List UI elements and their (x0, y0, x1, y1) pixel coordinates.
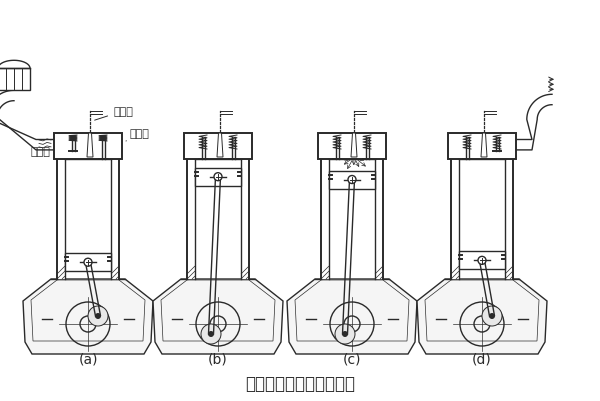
Bar (448, 134, 516, 160)
Polygon shape (481, 134, 487, 158)
Text: 喷油嘴: 喷油嘴 (95, 107, 133, 121)
Bar (184, 134, 252, 160)
Circle shape (95, 313, 101, 319)
Polygon shape (417, 279, 547, 354)
Circle shape (88, 306, 108, 326)
Polygon shape (351, 134, 357, 158)
Polygon shape (23, 279, 153, 354)
Circle shape (478, 257, 486, 265)
Bar (195, 168, 241, 186)
Bar (375, 160, 383, 279)
Circle shape (342, 331, 348, 337)
Bar (54, 134, 122, 160)
Text: (d): (d) (472, 352, 492, 366)
Circle shape (208, 331, 214, 337)
Polygon shape (153, 279, 283, 354)
Circle shape (348, 176, 356, 184)
Circle shape (84, 259, 92, 267)
Text: (a): (a) (78, 352, 98, 366)
Circle shape (335, 324, 355, 344)
Bar (54, 134, 122, 160)
Bar (0, 69, 30, 91)
Circle shape (489, 313, 495, 319)
Text: 进气门: 进气门 (30, 147, 70, 157)
Bar (451, 160, 459, 279)
Text: 四冲程柴油机的工作过程: 四冲程柴油机的工作过程 (245, 374, 355, 392)
Bar (505, 160, 513, 279)
Bar (318, 134, 386, 160)
Bar (241, 160, 249, 279)
Bar (57, 160, 65, 279)
Circle shape (201, 324, 221, 344)
Bar (459, 252, 505, 270)
Bar (187, 160, 195, 279)
Bar (321, 160, 329, 279)
Polygon shape (87, 134, 93, 158)
Text: (b): (b) (208, 352, 228, 366)
Bar (65, 253, 111, 271)
Bar (329, 171, 375, 189)
Bar (448, 134, 516, 160)
Polygon shape (287, 279, 417, 354)
Bar (111, 160, 119, 279)
Circle shape (482, 306, 502, 326)
Bar (318, 134, 386, 160)
Polygon shape (217, 134, 223, 158)
Text: 排气门: 排气门 (126, 129, 149, 142)
Text: (c): (c) (343, 352, 361, 366)
Bar (184, 134, 252, 160)
Circle shape (214, 173, 222, 181)
